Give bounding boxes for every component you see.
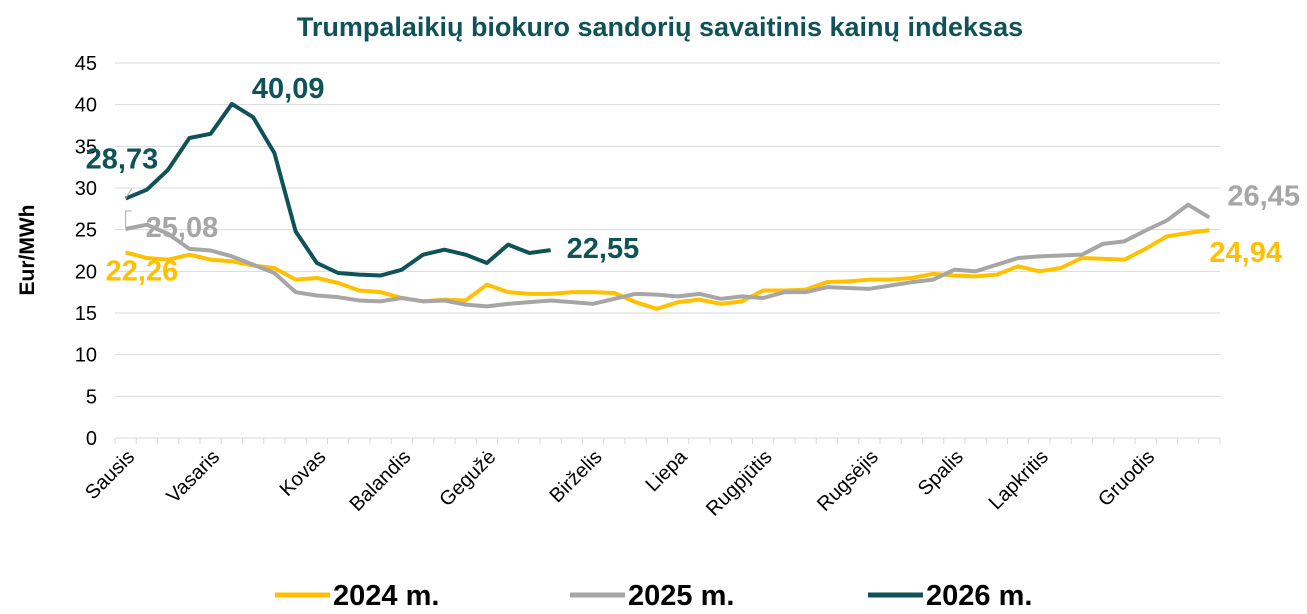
y-axis-label: Eur/MWh — [16, 205, 39, 296]
legend-label: 2025 m. — [628, 580, 734, 609]
x-tick-label: Lapkritis — [985, 446, 1053, 514]
x-tick-label: Liepa — [642, 445, 693, 496]
x-tick-label: Gegužė — [435, 446, 500, 511]
x-tick-label: Rugpjūtis — [702, 446, 777, 521]
x-tick-label: Kovas — [276, 446, 331, 501]
data-label: 25,08 — [146, 212, 219, 244]
data-label: 28,73 — [86, 144, 159, 176]
data-label: 22,55 — [567, 233, 640, 265]
x-tick-label: Sausis — [81, 446, 139, 504]
legend-label: 2026 m. — [926, 580, 1032, 609]
y-tick-label: 40 — [75, 95, 97, 117]
x-tick-label: Gruodis — [1094, 446, 1159, 511]
y-tick-label: 25 — [75, 220, 97, 242]
x-tick-label: Balandis — [346, 446, 416, 516]
y-tick-label: 0 — [86, 428, 97, 450]
series-line — [125, 228, 1210, 311]
x-tick-label: Birželis — [546, 446, 607, 507]
series-line — [125, 202, 1211, 309]
y-tick-label: 5 — [86, 386, 97, 408]
leader-line — [125, 210, 132, 227]
x-tick-label: Spalis — [914, 446, 968, 500]
chart-title: Trumpalaikių biokuro sandorių savaitinis… — [297, 12, 1023, 42]
data-label: 24,94 — [1209, 237, 1282, 269]
x-tick-label: Vasaris — [162, 446, 224, 508]
data-label: 26,45 — [1227, 181, 1300, 213]
y-tick-label: 45 — [75, 53, 97, 75]
y-tick-label: 15 — [75, 303, 97, 325]
data-label: 22,26 — [106, 256, 179, 288]
data-label: 40,09 — [252, 73, 325, 105]
y-tick-label: 10 — [75, 345, 97, 367]
leader-line — [125, 188, 133, 199]
x-tick-label: Rugsėjis — [813, 446, 883, 516]
legend-label: 2024 m. — [333, 580, 439, 609]
series-line — [124, 101, 551, 278]
y-tick-label: 30 — [75, 178, 97, 200]
y-tick-label: 35 — [75, 136, 97, 158]
y-tick-label: 20 — [75, 261, 97, 283]
